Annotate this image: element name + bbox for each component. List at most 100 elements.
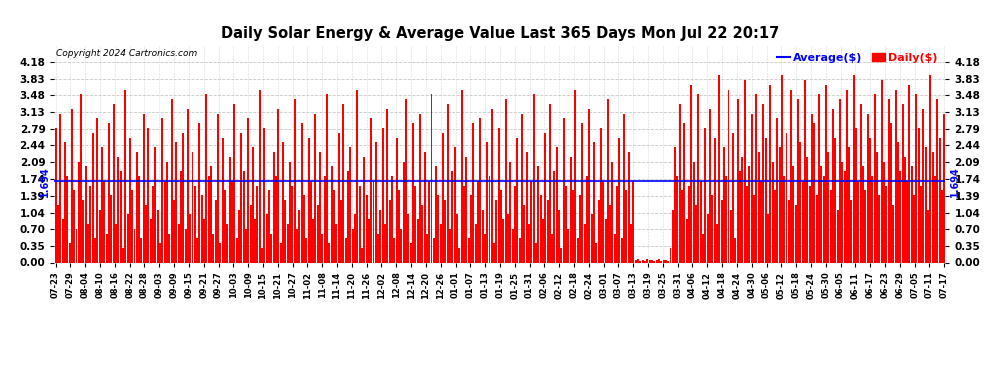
Bar — [80, 94, 82, 262]
Bar — [800, 142, 802, 262]
Bar — [384, 224, 386, 262]
Bar — [512, 229, 514, 262]
Bar — [930, 75, 932, 262]
Bar — [878, 195, 880, 262]
Bar — [598, 200, 600, 262]
Bar — [495, 200, 497, 262]
Bar — [909, 85, 911, 262]
Bar — [514, 186, 516, 262]
Bar — [781, 75, 783, 262]
Bar — [726, 176, 728, 262]
Bar — [586, 176, 588, 262]
Bar — [78, 162, 80, 262]
Bar — [569, 157, 571, 262]
Bar — [762, 104, 764, 262]
Bar — [443, 133, 445, 262]
Bar — [807, 157, 809, 262]
Text: 1.694: 1.694 — [949, 166, 960, 196]
Bar — [400, 229, 402, 262]
Bar — [769, 85, 771, 262]
Bar — [686, 219, 688, 262]
Bar — [115, 224, 117, 262]
Bar — [403, 162, 405, 262]
Bar — [565, 186, 567, 262]
Bar — [809, 186, 811, 262]
Bar — [324, 176, 326, 262]
Bar — [166, 162, 168, 262]
Bar — [778, 147, 780, 262]
Bar — [110, 195, 112, 262]
Bar — [361, 248, 363, 262]
Bar — [850, 200, 852, 262]
Bar — [662, 260, 664, 262]
Bar — [621, 238, 623, 262]
Bar — [702, 234, 704, 262]
Bar — [89, 186, 91, 262]
Bar — [785, 133, 787, 262]
Bar — [148, 128, 149, 262]
Bar — [869, 138, 871, 262]
Bar — [943, 114, 945, 262]
Bar — [108, 123, 110, 262]
Bar — [54, 128, 56, 262]
Bar — [445, 200, 446, 262]
Bar — [655, 260, 657, 262]
Bar — [270, 234, 272, 262]
Bar — [319, 152, 321, 262]
Bar — [874, 94, 876, 262]
Bar — [265, 214, 267, 262]
Bar — [538, 166, 540, 262]
Bar — [553, 171, 555, 262]
Bar — [923, 109, 925, 262]
Title: Daily Solar Energy & Average Value Last 365 Days Mon Jul 22 20:17: Daily Solar Energy & Average Value Last … — [221, 26, 779, 41]
Bar — [757, 152, 759, 262]
Bar — [651, 260, 653, 262]
Bar — [633, 181, 635, 262]
Bar — [842, 162, 843, 262]
Bar — [681, 190, 683, 262]
Bar — [730, 210, 732, 262]
Bar — [771, 162, 773, 262]
Text: Copyright 2024 Cartronics.com: Copyright 2024 Cartronics.com — [56, 50, 197, 58]
Bar — [57, 205, 59, 262]
Bar — [249, 205, 251, 262]
Bar — [748, 166, 750, 262]
Bar — [338, 133, 340, 262]
Bar — [345, 238, 346, 262]
Bar — [310, 181, 312, 262]
Bar — [379, 210, 381, 262]
Bar — [229, 157, 231, 262]
Bar — [939, 138, 940, 262]
Bar — [433, 238, 435, 262]
Bar — [470, 195, 472, 262]
Bar — [129, 138, 131, 262]
Bar — [168, 234, 170, 262]
Bar — [574, 90, 576, 262]
Bar — [61, 219, 63, 262]
Bar — [238, 210, 240, 262]
Bar — [600, 128, 602, 262]
Bar — [372, 181, 374, 262]
Bar — [735, 238, 737, 262]
Bar — [788, 200, 790, 262]
Bar — [377, 234, 379, 262]
Bar — [733, 133, 735, 262]
Bar — [593, 142, 595, 262]
Bar — [206, 94, 208, 262]
Bar — [75, 229, 77, 262]
Bar — [519, 238, 521, 262]
Bar — [486, 142, 488, 262]
Bar — [595, 243, 597, 262]
Bar — [760, 181, 762, 262]
Bar — [407, 214, 409, 262]
Bar — [690, 85, 692, 262]
Bar — [467, 238, 469, 262]
Bar — [507, 214, 509, 262]
Bar — [906, 181, 908, 262]
Bar — [524, 205, 526, 262]
Bar — [236, 238, 238, 262]
Bar — [913, 195, 915, 262]
Bar — [156, 210, 158, 262]
Bar — [584, 224, 586, 262]
Bar — [890, 123, 892, 262]
